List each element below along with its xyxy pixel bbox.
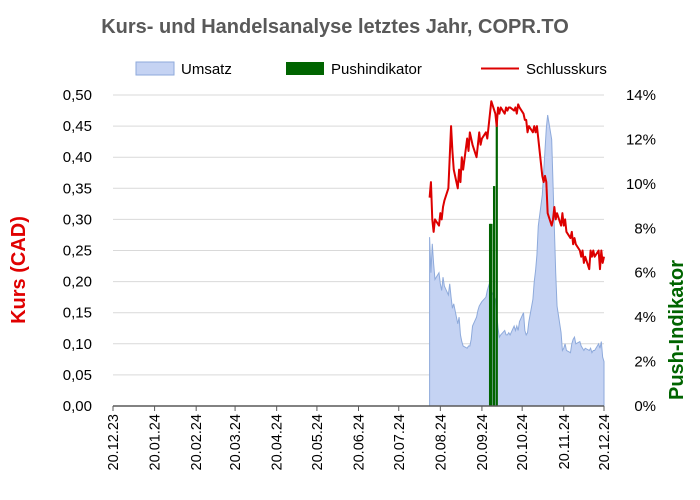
legend-umsatz-label: Umsatz	[181, 61, 232, 78]
y-right-tick-label: 2%	[634, 354, 656, 371]
legend: Umsatz Pushindikator Schlusskurs	[135, 61, 607, 78]
legend-push-label: Pushindikator	[331, 61, 422, 78]
umsatz-area	[429, 114, 605, 407]
y-right-tick-label: 10%	[626, 176, 656, 193]
y-axis-right-ticks: 0% 2% 4% 6% 8% 10% 12% 14%	[626, 87, 656, 415]
y-left-tick-label: 0,10	[63, 336, 92, 353]
y-left-tick-label: 0,20	[63, 274, 92, 291]
y-left-tick-label: 0,00	[63, 398, 92, 415]
x-tick-label: 20.08.24	[433, 414, 449, 470]
y-left-tick-label: 0,45	[63, 118, 92, 135]
y-axis-left-title: Kurs (CAD)	[8, 216, 30, 324]
y-axis-left-ticks: 0,00 0,05 0,10 0,15 0,20 0,25 0,30 0,35 0,40 0,45…	[63, 87, 92, 415]
close-line	[428, 100, 605, 271]
y-right-tick-label: 6%	[634, 265, 656, 282]
x-tick-label: 20.07.24	[392, 414, 408, 470]
y-left-tick-label: 0,05	[63, 367, 92, 384]
y-left-tick-label: 0,40	[63, 149, 92, 166]
y-right-tick-label: 12%	[626, 131, 656, 148]
y-left-tick-label: 0,50	[63, 87, 92, 104]
y-left-tick-label: 0,15	[63, 305, 92, 322]
legend-close-label: Schlusskurs	[526, 61, 607, 78]
push-bar-layer	[488, 117, 498, 407]
x-tick-label: 20.12.24	[597, 414, 613, 470]
close-line-layer	[428, 100, 605, 271]
umsatz-area-layer	[429, 114, 605, 407]
legend-umsatz-swatch	[135, 61, 175, 76]
legend-push-swatch	[286, 62, 324, 75]
y-axis-right-title: Push-Indikator	[666, 260, 688, 400]
y-left-tick-label: 0,25	[63, 243, 92, 260]
x-tick-label: 20.10.24	[515, 414, 531, 470]
x-tick-label: 20.05.24	[310, 414, 326, 470]
x-tick-label: 20.03.24	[228, 414, 244, 470]
push-bar	[495, 117, 498, 407]
y-right-tick-label: 4%	[634, 309, 656, 326]
gridlines	[113, 94, 604, 376]
push-bar	[488, 223, 492, 406]
x-tick-label: 20.04.24	[270, 414, 286, 470]
x-tick-label: 20.11.24	[557, 414, 573, 469]
y-left-tick-label: 0,35	[63, 180, 92, 197]
y-right-tick-label: 14%	[626, 87, 656, 104]
x-tick-label: 20.01.24	[148, 414, 164, 470]
x-tick-label: 20.02.24	[189, 414, 205, 470]
push-bar	[490, 223, 493, 406]
y-left-tick-label: 0,30	[63, 211, 92, 228]
chart-title: Kurs- und Handelsanalyse letztes Jahr, C…	[101, 16, 569, 38]
x-axis-ticks: 20.12.23 20.01.24 20.02.24 20.03.24 20.04.24…	[106, 406, 613, 470]
y-right-tick-label: 8%	[634, 220, 656, 237]
x-tick-label: 20.06.24	[352, 414, 368, 470]
x-tick-label: 20.09.24	[475, 414, 491, 470]
y-right-tick-label: 0%	[634, 398, 656, 415]
push-bar	[492, 186, 496, 406]
x-tick-label: 20.12.23	[106, 414, 122, 470]
